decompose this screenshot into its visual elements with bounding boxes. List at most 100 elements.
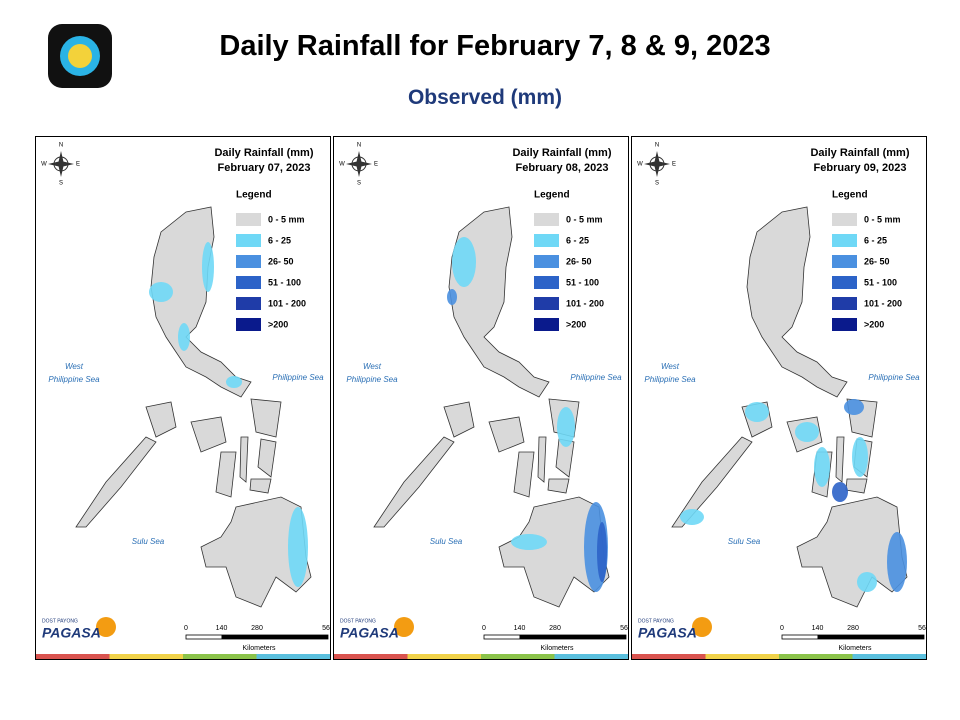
agency-logo [48, 24, 112, 88]
sea-label: Philippine Sea [868, 373, 920, 382]
brand-icon [394, 617, 414, 637]
legend-swatch [534, 255, 559, 268]
map-panel: N E S W Daily Rainfall (mm) February 07, 2023… [35, 136, 334, 660]
map-date: February 07, 2023 [218, 162, 311, 174]
sea-label: Sulu Sea [430, 537, 463, 546]
scale-label: 0 [482, 625, 486, 632]
scale-label: 560 [918, 625, 926, 632]
color-stripe [407, 654, 481, 659]
color-stripe [36, 654, 110, 659]
rain-area [680, 509, 704, 525]
rain-area [447, 289, 457, 305]
legend-swatch [534, 234, 559, 247]
sea-label: Philippine Sea [346, 375, 398, 384]
rain-area [202, 242, 214, 292]
color-stripe [183, 654, 257, 659]
island [513, 451, 535, 498]
legend-label: 101 - 200 [566, 298, 604, 308]
scale-bar-segment [817, 635, 853, 639]
legend-swatch [236, 213, 261, 226]
island [835, 436, 845, 483]
scale-label: 140 [216, 625, 228, 632]
brand-name: PAGASA [340, 625, 399, 641]
island [257, 438, 277, 478]
island [75, 436, 157, 528]
compass-letter: E [672, 162, 676, 168]
sea-label: Philippine Sea [570, 373, 622, 382]
scale-label: 280 [847, 625, 859, 632]
scale-label: 0 [184, 625, 188, 632]
map-panel: N E S W Daily Rainfall (mm) February 09, 2023… [631, 136, 930, 660]
brand-small: DOST PAYONG [42, 618, 78, 624]
scale-unit: Kilometers [242, 645, 276, 652]
legend-label: 51 - 100 [864, 277, 897, 287]
legend-title: Legend [236, 190, 272, 201]
scale-bar-segment [519, 635, 555, 639]
compass-letter: N [655, 143, 659, 149]
island [443, 401, 475, 438]
island [239, 436, 249, 483]
map: N E S W Daily Rainfall (mm) February 07, 2023… [36, 143, 334, 659]
compass-letter: N [357, 143, 361, 149]
legend-swatch [832, 297, 857, 310]
color-stripe [481, 654, 555, 659]
compass [644, 151, 670, 177]
map-date: February 08, 2023 [516, 162, 609, 174]
color-stripe [852, 654, 926, 659]
legend-label: 0 - 5 mm [268, 214, 305, 224]
legend-swatch [236, 255, 261, 268]
compass-ring [649, 156, 665, 172]
scale-label: 140 [514, 625, 526, 632]
sea-label: Philippine Sea [272, 373, 324, 382]
map-date: February 09, 2023 [814, 162, 907, 174]
rain-area [557, 407, 575, 447]
sea-label: Philippine Sea [644, 375, 696, 384]
rain-area [887, 532, 907, 592]
compass-letter: S [655, 181, 659, 187]
compass-letter: W [637, 162, 643, 168]
scale-bar-segment [221, 635, 257, 639]
island [547, 478, 570, 494]
rain-area [226, 376, 242, 388]
island [249, 478, 272, 494]
legend-title: Legend [534, 190, 570, 201]
color-stripe [109, 654, 183, 659]
compass-letter: E [374, 162, 378, 168]
sea-label: Sulu Sea [132, 537, 165, 546]
rain-area [452, 237, 476, 287]
legend-label: 0 - 5 mm [864, 214, 901, 224]
scale-label: 280 [549, 625, 561, 632]
compass-letter: S [59, 181, 63, 187]
legend-swatch [236, 318, 261, 331]
legend-label: 6 - 25 [864, 235, 887, 245]
sea-label: Philippine Sea [48, 375, 100, 384]
island [145, 401, 177, 438]
color-stripe [705, 654, 779, 659]
compass-letter: W [339, 162, 345, 168]
brand-small: DOST PAYONG [638, 618, 674, 624]
scale-label: 0 [780, 625, 784, 632]
legend-swatch [534, 318, 559, 331]
scale-label: 140 [812, 625, 824, 632]
map-title: Daily Rainfall (mm) [214, 147, 313, 159]
rain-area [178, 323, 190, 351]
rain-area [814, 447, 830, 487]
brand-name: PAGASA [42, 625, 101, 641]
scale-unit: Kilometers [838, 645, 872, 652]
legend-swatch [832, 234, 857, 247]
island [796, 496, 908, 608]
rain-area [597, 522, 607, 582]
legend-label: 51 - 100 [268, 277, 301, 287]
brand-name: PAGASA [638, 625, 697, 641]
scale-unit: Kilometers [540, 645, 574, 652]
scale-bar-segment [257, 635, 328, 639]
title: Daily Rainfall for February 7, 8 & 9, 20… [219, 30, 771, 62]
sea-label: Sulu Sea [728, 537, 761, 546]
rain-area [288, 507, 308, 587]
legend-swatch [832, 255, 857, 268]
compass-ring [53, 156, 69, 172]
color-stripe [256, 654, 330, 659]
rain-area [795, 422, 819, 442]
subtitle: Observed (mm) [407, 86, 563, 109]
